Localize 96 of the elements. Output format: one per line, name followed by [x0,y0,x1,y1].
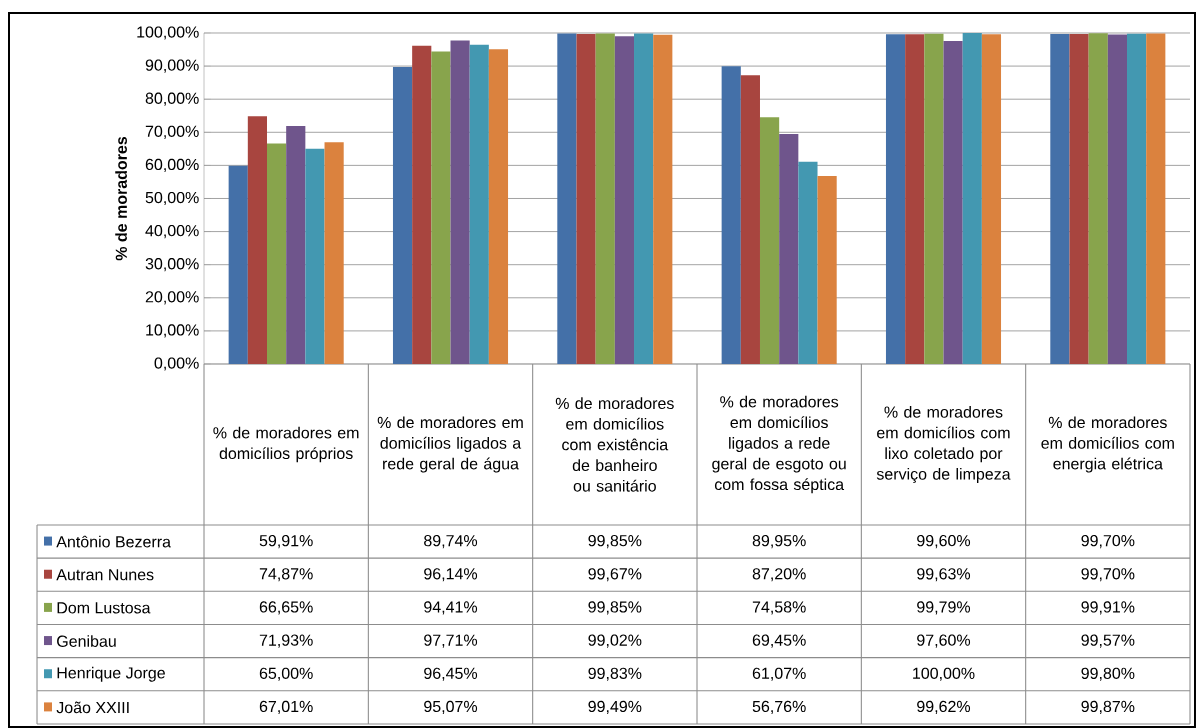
data-label: 74,87% [259,568,313,582]
bar [943,40,963,364]
bar [1069,33,1089,364]
data-label: 95,07% [424,700,478,715]
bar [614,36,635,364]
data-label: 67,01% [259,700,313,715]
y-tick-label: 30,00% [145,258,199,272]
data-label: 65,00% [259,667,313,681]
bar [759,117,780,364]
bar [634,33,654,364]
data-label: 59,91% [259,534,313,549]
bar [247,116,267,364]
bar [286,125,306,364]
legend-label: João XXIII [56,701,129,714]
data-label: 99,91% [1081,601,1135,615]
data-label: 99,79% [917,601,971,615]
bar [1050,33,1070,364]
bar [576,34,596,364]
legend-label: Genibau [57,635,116,647]
data-label: 99,49% [588,700,642,715]
data-label: 97,60% [917,634,971,648]
bar [721,66,741,364]
bar [653,34,673,364]
data-label: 74,58% [752,601,806,615]
y-tick-label: 0,00% [154,357,199,371]
data-label: 89,95% [752,534,806,549]
x-tick-label: % de moradores em domicílios ligados a rede geral de esgoto ou com fossa séptica [712,395,846,494]
data-label: 99,85% [588,534,642,549]
bar [1088,33,1108,364]
bar [885,34,906,364]
bar [962,32,982,364]
data-label: 99,70% [1081,568,1135,582]
data-label: 99,60% [917,534,971,549]
y-tick-label: 90,00% [145,59,199,73]
bar [488,49,509,364]
legend-label: Antônio Bezerra [56,535,171,548]
data-label: 99,63% [917,568,971,582]
bar [324,142,344,364]
data-label: 100,00% [913,667,975,681]
bar [469,44,489,364]
bar [412,45,432,364]
bar [798,161,818,364]
legend-label: Henrique Jorge [57,666,165,682]
y-tick-label: 100,00% [137,26,199,40]
bar [392,66,413,364]
x-tick-label: % de moradores em domicílios com existência de banheiro ou sanitário [555,397,674,492]
data-label: 99,57% [1081,634,1135,648]
x-tick-label: % de moradores em domicílios com energia elétrica [1041,416,1174,473]
bar [740,75,760,364]
data-label: 56,76% [752,700,806,715]
bar [595,33,615,364]
y-tick-label: 40,00% [145,224,199,239]
data-label: 61,07% [752,667,806,681]
y-tick-label: 80,00% [145,92,199,106]
y-tick-label: 10,00% [146,324,199,338]
data-label: 97,71% [424,634,478,648]
data-label: 99,70% [1081,534,1135,549]
bar [305,148,325,364]
bar [981,34,1002,364]
data-label: 99,02% [588,634,642,648]
data-label: 94,41% [424,601,478,615]
data-label: 99,83% [588,667,642,681]
data-label: 66,65% [259,601,313,615]
data-label: 71,93% [259,634,313,648]
bar [1107,34,1128,364]
bar [905,34,925,364]
bar [1127,33,1147,364]
bar [431,51,451,364]
data-label: 99,85% [588,601,642,615]
data-label: 99,87% [1081,700,1135,715]
legend-label: Autran Nunes [56,569,154,581]
bar [228,165,248,364]
data-label: 99,62% [917,700,971,715]
y-tick-label: 70,00% [145,125,199,139]
data-label: 99,80% [1081,667,1135,681]
data-label: 87,20% [752,568,806,582]
legend-label: Dom Lustosa [57,602,151,614]
bar [450,40,470,364]
data-label: 96,45% [424,667,478,681]
y-tick-label: 20,00% [145,291,199,305]
y-axis-title: % de moradores [115,136,127,261]
data-label: 99,67% [588,568,642,582]
x-tick-label: % de moradores em domicílios com lixo coletado por serviço de limpeza [876,406,1011,483]
bar [779,134,799,364]
bar [817,176,837,364]
data-label: 96,14% [424,568,478,582]
data-label: 69,45% [752,634,806,648]
x-tick-label: % de moradores em domicílios ligados a rede geral de água [377,416,523,473]
bar [924,33,944,364]
y-tick-label: 50,00% [145,191,199,206]
bar [557,33,577,364]
y-tick-label: 60,00% [145,158,199,172]
bar [1146,33,1166,364]
bar [267,143,287,364]
x-tick-label: % de moradores em domicílios próprios [213,426,359,463]
data-label: 89,74% [424,534,478,549]
